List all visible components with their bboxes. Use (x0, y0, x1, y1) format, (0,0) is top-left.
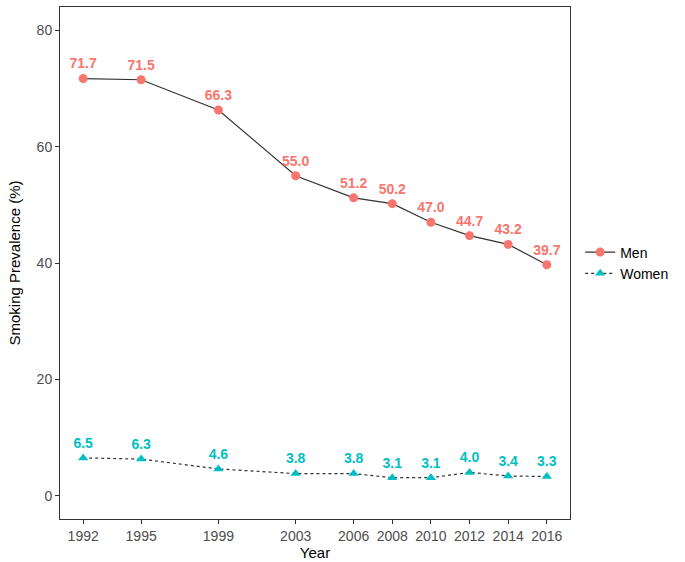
svg-text:4.0: 4.0 (460, 449, 480, 465)
svg-text:3.8: 3.8 (286, 450, 306, 466)
svg-text:2003: 2003 (280, 528, 311, 544)
svg-text:Men: Men (620, 245, 647, 261)
svg-text:43.2: 43.2 (495, 221, 522, 237)
svg-text:Women: Women (620, 266, 668, 282)
svg-text:0: 0 (44, 488, 52, 504)
svg-text:Smoking Prevalence (%): Smoking Prevalence (%) (6, 180, 23, 345)
svg-text:2006: 2006 (338, 528, 369, 544)
svg-text:50.2: 50.2 (379, 181, 406, 197)
svg-text:51.2: 51.2 (340, 175, 367, 191)
svg-text:2010: 2010 (415, 528, 446, 544)
svg-text:2012: 2012 (454, 528, 485, 544)
svg-text:71.5: 71.5 (128, 57, 155, 73)
svg-text:66.3: 66.3 (205, 87, 232, 103)
svg-text:60: 60 (37, 139, 53, 155)
svg-text:Year: Year (300, 544, 330, 561)
svg-text:3.8: 3.8 (344, 450, 364, 466)
svg-text:80: 80 (37, 22, 53, 38)
svg-text:40: 40 (37, 255, 53, 271)
svg-text:4.6: 4.6 (209, 446, 229, 462)
svg-text:39.7: 39.7 (533, 242, 560, 258)
svg-text:2016: 2016 (531, 528, 562, 544)
svg-text:6.5: 6.5 (73, 435, 93, 451)
svg-text:3.1: 3.1 (421, 455, 441, 471)
svg-text:3.1: 3.1 (383, 455, 403, 471)
svg-text:2008: 2008 (377, 528, 408, 544)
svg-text:1992: 1992 (68, 528, 99, 544)
svg-text:3.3: 3.3 (537, 453, 557, 469)
svg-text:6.3: 6.3 (131, 436, 151, 452)
svg-text:55.0: 55.0 (282, 153, 309, 169)
svg-text:1999: 1999 (203, 528, 234, 544)
svg-text:20: 20 (37, 371, 53, 387)
svg-text:3.4: 3.4 (498, 453, 518, 469)
svg-text:47.0: 47.0 (417, 199, 444, 215)
svg-text:44.7: 44.7 (456, 213, 483, 229)
svg-text:71.7: 71.7 (70, 55, 97, 71)
svg-text:2014: 2014 (493, 528, 524, 544)
svg-text:1995: 1995 (126, 528, 157, 544)
